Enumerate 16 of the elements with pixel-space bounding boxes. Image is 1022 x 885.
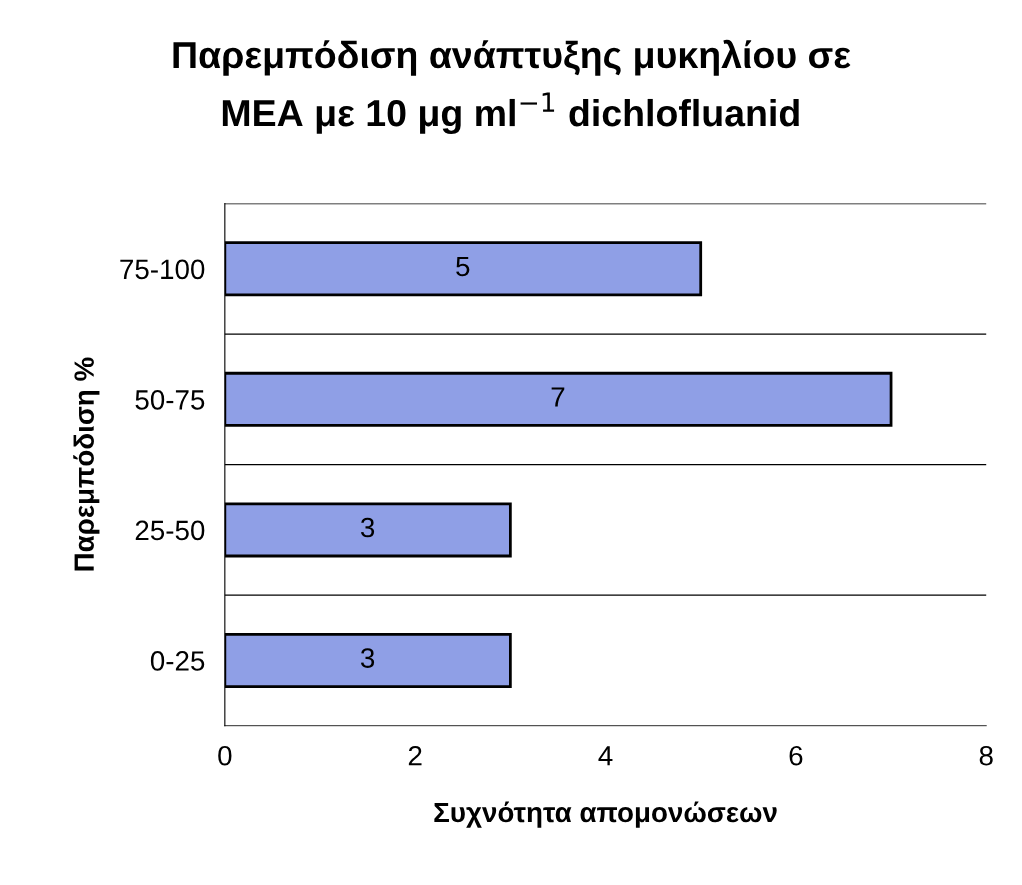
y-tick-label: 0-25 <box>150 651 205 671</box>
y-tick-label: 75-100 <box>120 259 205 280</box>
x-tick-label: 4 <box>598 746 613 766</box>
data-label: 7 <box>551 387 565 407</box>
x-axis-title: Συχνότητα απομονώσεων <box>434 801 777 828</box>
x-tick-label: 2 <box>408 745 422 766</box>
y-tick-label: 25-50 <box>135 520 205 541</box>
data-label: 5 <box>456 256 470 277</box>
x-tick-label: 0 <box>218 745 232 766</box>
data-label: 3 <box>360 517 375 538</box>
x-tick-label: 8 <box>979 745 993 766</box>
y-tick-label: 50-75 <box>135 390 205 410</box>
data-label: 3 <box>360 648 375 668</box>
y-axis-title: Παρεμπόδιση % <box>73 357 100 571</box>
x-tick-label: 6 <box>789 745 803 766</box>
chart-title: Παρεμπόδιση ανάπτυξης μυκηλίου σε MEA με 10 μg ml$^{−1}$ dichlofluanid <box>173 39 851 135</box>
